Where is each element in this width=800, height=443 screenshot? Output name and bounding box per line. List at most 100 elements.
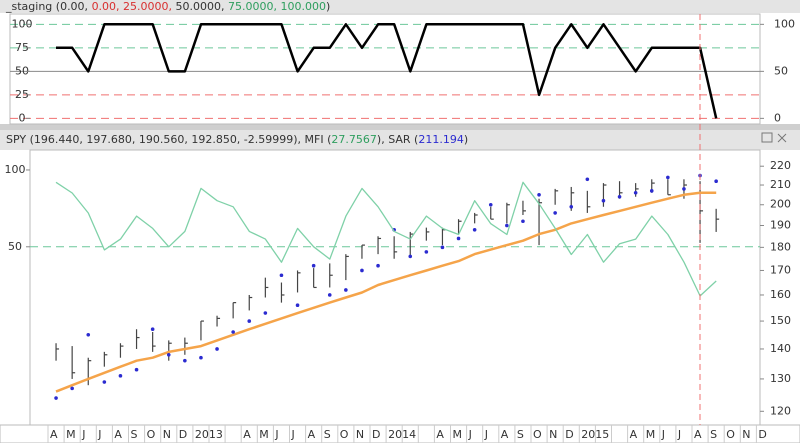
x-tick-label: A [243, 428, 251, 441]
sar-dot [601, 198, 606, 203]
sar-dot [247, 319, 252, 323]
sar-dot [150, 327, 155, 332]
bottom-header: SPY (196.440, 197.680, 190.560, 192.850,… [6, 133, 468, 146]
x-tick-label: A [630, 428, 638, 441]
x-tick-label: M [453, 428, 463, 441]
sar-dot [311, 263, 316, 268]
x-tick-label: A [436, 428, 444, 441]
tick-label: 100 [5, 163, 26, 176]
sar-dot [166, 352, 171, 357]
header-part: 0.00, 25.0000, [92, 0, 176, 13]
x-tick-label: J [274, 428, 278, 441]
x-tick-label: O [726, 428, 735, 441]
sar-dot [263, 311, 268, 315]
sar-dot [666, 175, 670, 180]
sar-dot [344, 288, 348, 292]
sar-dot [633, 190, 638, 195]
x-tick-label: D [179, 428, 187, 441]
x-tick-label: M [66, 428, 76, 441]
tick-label: 50 [8, 240, 22, 253]
sar-dot [70, 386, 74, 391]
maximize-icon[interactable] [761, 132, 773, 143]
sar-dot [360, 268, 364, 273]
header-part: 75.0000, 100.000 [228, 0, 326, 13]
top-header: _staging (0.00, 0.00, 25.0000, 50.0000, … [5, 0, 330, 13]
sar-dot [569, 204, 574, 209]
sar-dot [488, 202, 493, 207]
x-tick-label: A [308, 428, 316, 441]
header-part: ) [326, 0, 330, 13]
header-part: SPY (196.440, 197.680, 190.560, 192.850,… [6, 133, 331, 146]
x-tick-label: A [114, 428, 122, 441]
header-part: _staging (0.00, [5, 0, 92, 13]
tick-label: 170 [770, 263, 791, 276]
x-tick-label: J [677, 428, 681, 441]
x-tick-label: O [147, 428, 156, 441]
x-tick-label: N [356, 428, 364, 441]
tick-label: 120 [770, 404, 791, 417]
x-tick-label: N [549, 428, 557, 441]
x-tick-label: S [324, 428, 331, 441]
sar-dot [440, 245, 445, 250]
sar-dot [585, 177, 590, 182]
sar-dot [102, 380, 107, 384]
tick-label: 25 [15, 88, 29, 101]
x-tick-label: N [163, 428, 171, 441]
x-tick-label: A [694, 428, 702, 441]
x-tick-label: O [533, 428, 542, 441]
x-tick-label: M [259, 428, 269, 441]
tick-label: 75 [15, 41, 29, 54]
sar-dot [537, 192, 541, 197]
sar-dot [215, 347, 219, 351]
sar-dot [521, 219, 525, 224]
x-tick-label: S [131, 428, 138, 441]
sar-dot [456, 236, 461, 241]
sar-dot [649, 189, 654, 193]
tick-label: 50 [15, 64, 29, 77]
tick-label: 200 [770, 198, 791, 211]
header-part: 50.0000, [176, 0, 228, 13]
top-plot [9, 13, 761, 125]
x-tick-label: N [742, 428, 750, 441]
sar-dot [682, 187, 686, 191]
close-icon[interactable] [777, 133, 787, 143]
indicator-line [55, 191, 717, 393]
tick-label: 50 [774, 64, 788, 77]
x-tick-label: J [661, 428, 665, 441]
indicator-line [55, 181, 717, 297]
sar-dot [295, 303, 300, 308]
tick-label: 220 [770, 159, 791, 172]
sar-dot [376, 263, 380, 268]
sar-dot [472, 227, 477, 232]
sar-dot [408, 254, 413, 259]
sar-dot [553, 211, 557, 215]
x-tick-label: J [81, 428, 85, 441]
tick-label: 180 [770, 240, 791, 253]
staging-line [56, 23, 718, 119]
sar-dot [327, 293, 332, 297]
tick-label: 130 [770, 372, 791, 385]
sar-dot [86, 332, 91, 337]
tick-label: 160 [770, 288, 791, 301]
x-tick-label: S [710, 428, 717, 441]
x-tick-label: O [340, 428, 349, 441]
sar-dot [279, 273, 284, 278]
sar-dot [183, 358, 187, 363]
x-tick-label: D [372, 428, 380, 441]
tick-label: 100 [774, 17, 795, 30]
sar-dot [505, 223, 509, 228]
tick-label: 0 [19, 111, 26, 124]
x-tick-label: J [291, 428, 295, 441]
x-tick-label: J [484, 428, 488, 441]
sar-dot [54, 396, 58, 400]
sar-dot [134, 367, 139, 372]
sar-dot [424, 250, 429, 254]
sar-dot [199, 355, 203, 360]
bottom-plot [29, 149, 761, 426]
sar-dot [118, 374, 123, 378]
x-tick-label: D [758, 428, 766, 441]
tick-label: 150 [770, 314, 791, 327]
sar-dot [231, 330, 235, 334]
x-tick-label: A [50, 428, 58, 441]
